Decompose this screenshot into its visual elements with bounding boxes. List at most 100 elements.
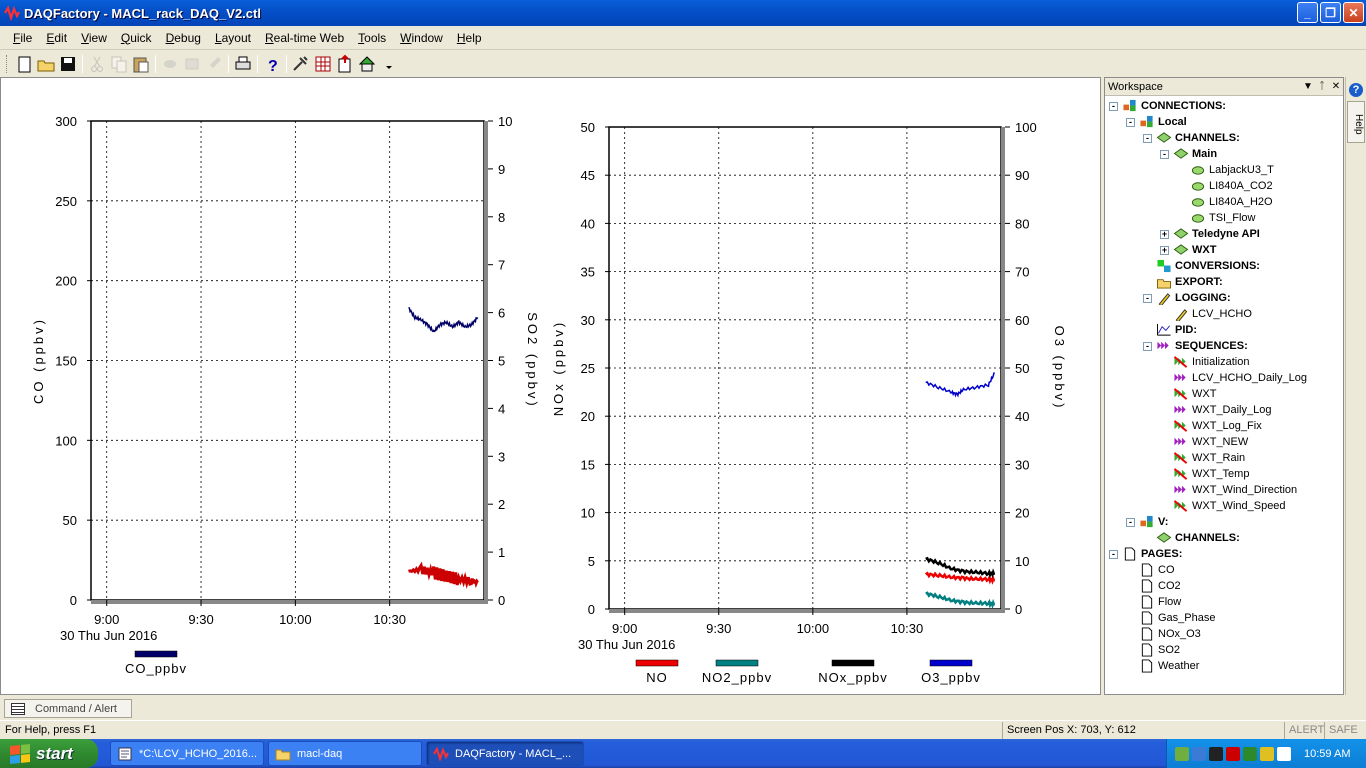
dropdown-icon[interactable]: ▼ (1303, 81, 1313, 92)
monitor-tray-icon[interactable] (1209, 746, 1223, 761)
tree-item[interactable]: CO (1126, 562, 1175, 578)
tools-icon[interactable] (290, 53, 312, 75)
tree-item[interactable]: Initialization (1160, 354, 1249, 370)
copy-icon[interactable] (108, 53, 130, 75)
help-icon[interactable]: ? (261, 53, 283, 75)
start-button[interactable]: start (0, 739, 98, 768)
print-icon[interactable] (232, 53, 254, 75)
menu-file[interactable]: File (13, 30, 33, 45)
s3-tray-icon[interactable] (1260, 746, 1274, 761)
tree-item[interactable]: - SEQUENCES: (1143, 338, 1248, 354)
rdp-tray-icon[interactable] (1277, 746, 1291, 761)
paste-icon[interactable] (130, 53, 152, 75)
open-icon[interactable] (35, 53, 57, 75)
tree-item-label: TSI_Flow (1209, 212, 1256, 224)
minimize-button[interactable]: _ (1297, 2, 1318, 23)
collapse-icon[interactable]: - (1126, 517, 1135, 527)
menu-edit[interactable]: Edit (46, 30, 68, 45)
collapse-icon[interactable]: - (1143, 341, 1152, 351)
new-icon[interactable] (13, 53, 35, 75)
toolbar-grip[interactable] (6, 54, 9, 73)
menu-debug[interactable]: Debug (165, 30, 201, 45)
tree-item[interactable]: LI840A_CO2 (1177, 178, 1273, 194)
tree-item[interactable]: LCV_HCHO (1160, 306, 1252, 323)
tree-item[interactable]: WXT_Wind_Direction (1160, 482, 1297, 498)
tree-item[interactable]: - PAGES: (1109, 546, 1182, 562)
tree-item[interactable]: SO2 (1126, 642, 1180, 658)
tree-item[interactable]: NOx_O3 (1126, 626, 1201, 642)
close-button[interactable]: ✕ (1343, 2, 1364, 23)
brush-icon[interactable] (203, 53, 225, 75)
page-icon (1139, 579, 1155, 593)
alert-tray-icon[interactable] (1226, 746, 1240, 761)
help-tab[interactable]: Help (1347, 101, 1365, 143)
tree-item[interactable]: CHANNELS: (1143, 530, 1240, 546)
restore-button[interactable]: ❐ (1320, 2, 1341, 23)
tree-item[interactable]: LCV_HCHO_Daily_Log (1160, 370, 1307, 386)
network-tray-icon[interactable] (1175, 746, 1189, 761)
expand-icon[interactable]: + (1160, 244, 1169, 255)
grid-icon[interactable] (312, 53, 334, 75)
tree-item[interactable]: LabjackU3_T (1177, 162, 1274, 178)
tree-item[interactable]: WXT_Daily_Log (1160, 402, 1271, 418)
collapse-icon[interactable]: - (1143, 133, 1152, 143)
tree-item[interactable]: WXT_Temp (1160, 466, 1249, 482)
collapse-icon[interactable]: - (1109, 101, 1118, 111)
tree-item[interactable]: + Teledyne API (1160, 226, 1260, 242)
tree-item[interactable]: - Main (1160, 146, 1217, 162)
tree-item[interactable]: PID: (1143, 322, 1197, 338)
nox-o3-chart[interactable]: 50 45 40 35 30 25 20 15 10 5 0 100 90 80 70 60 50 40 30 20 1… (541, 78, 1101, 694)
toolbar-overflow-icon[interactable] (378, 53, 400, 75)
pin-icon[interactable]: ᛏ (1319, 81, 1325, 92)
cut-icon[interactable] (86, 53, 108, 75)
menu-tools[interactable]: Tools (358, 30, 387, 45)
co-so2-chart[interactable]: 300 250 200 150 100 50 0 10 9 8 7 6 5 4 3 2 1 0 9:00 9:30 10… (1, 78, 541, 694)
legend-swatch (831, 659, 875, 667)
tree-item[interactable]: WXT_NEW (1160, 434, 1248, 450)
menu-real-time-web[interactable]: Real-time Web (264, 30, 345, 45)
tree-item[interactable]: WXT_Log_Fix (1160, 418, 1262, 434)
menu-quick[interactable]: Quick (120, 30, 152, 45)
close-icon[interactable]: ✕ (1331, 81, 1341, 92)
tree-item[interactable]: CO2 (1126, 578, 1181, 594)
title-bar[interactable]: DAQFactory - MACL_rack_DAQ_V2.ctl _ ❐ ✕ (0, 0, 1366, 26)
tree-item[interactable]: LI840A_H2O (1177, 194, 1273, 210)
taskbar-item-notepad[interactable]: *C:\LCV_HCHO_2016... (110, 741, 264, 766)
help-icon[interactable]: ? (1349, 83, 1363, 97)
menu-window[interactable]: Window (400, 30, 443, 45)
tree-item[interactable]: - Local (1126, 114, 1187, 130)
taskbar-item-folder[interactable]: macl-daq (268, 741, 422, 766)
tree-item[interactable]: CONVERSIONS: (1143, 258, 1260, 274)
save-icon[interactable] (57, 53, 79, 75)
redo-icon[interactable] (181, 53, 203, 75)
tree-item[interactable]: WXT_Rain (1160, 450, 1245, 466)
menu-view[interactable]: View (81, 30, 107, 45)
page-canvas[interactable]: 300 250 200 150 100 50 0 10 9 8 7 6 5 4 3 2 1 0 9:00 9:30 10… (0, 77, 1101, 695)
taskbar-item-daqfactory[interactable]: DAQFactory - MACL_... (426, 741, 584, 766)
collapse-icon[interactable]: - (1109, 549, 1118, 559)
tree-item[interactable]: - LOGGING: (1143, 290, 1231, 307)
undo-icon[interactable] (159, 53, 181, 75)
security-tray-icon[interactable] (1192, 746, 1206, 761)
tree-item[interactable]: EXPORT: (1143, 274, 1223, 290)
network-icon[interactable] (356, 53, 378, 75)
tree-item[interactable]: TSI_Flow (1177, 210, 1255, 226)
tree-item[interactable]: Gas_Phase (1126, 610, 1215, 626)
tree-item[interactable]: Weather (1126, 658, 1199, 674)
command-alert-tab[interactable]: Command / Alert (4, 699, 132, 718)
tree-item[interactable]: - CONNECTIONS: (1109, 98, 1226, 114)
tree-item[interactable]: - CHANNELS: (1143, 130, 1240, 146)
expand-icon[interactable]: + (1160, 228, 1169, 239)
tree-item[interactable]: + WXT (1160, 242, 1216, 258)
menu-layout[interactable]: Layout (214, 30, 251, 45)
app-tray-icon[interactable] (1243, 746, 1257, 761)
collapse-icon[interactable]: - (1143, 293, 1152, 303)
collapse-icon[interactable]: - (1160, 149, 1169, 159)
tree-item[interactable]: - V: (1126, 514, 1168, 530)
menu-help[interactable]: Help (456, 30, 482, 45)
export-icon[interactable] (334, 53, 356, 75)
tree-item[interactable]: WXT (1160, 386, 1216, 402)
collapse-icon[interactable]: - (1126, 117, 1135, 127)
tree-item[interactable]: Flow (1126, 594, 1181, 610)
tree-item[interactable]: WXT_Wind_Speed (1160, 498, 1286, 514)
